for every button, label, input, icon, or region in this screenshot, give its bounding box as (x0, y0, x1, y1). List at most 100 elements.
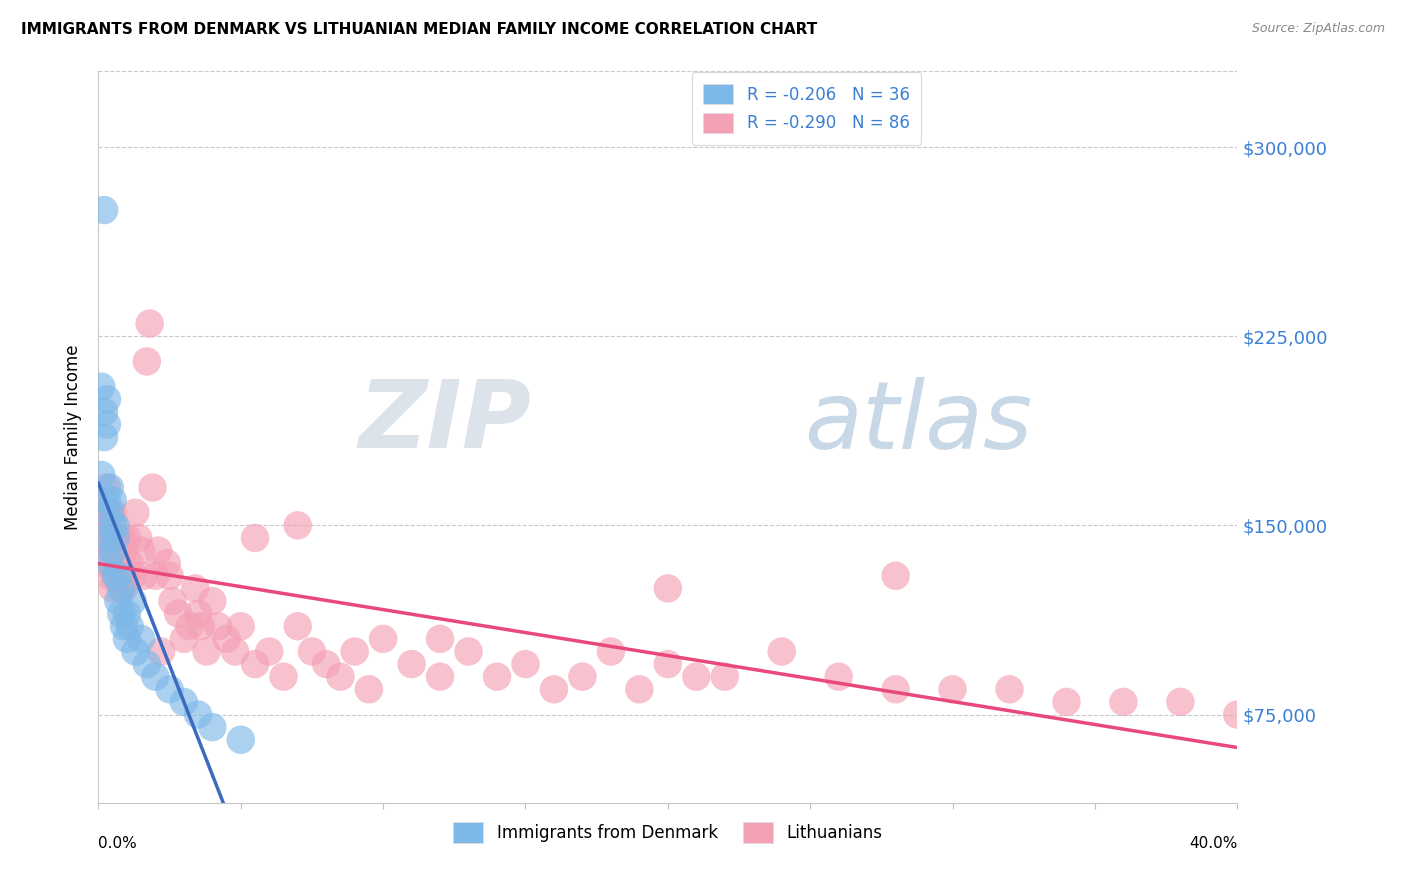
Point (104, 569, 127, 583)
Point (132, 569, 155, 583)
Point (107, 569, 129, 583)
Point (135, 354, 157, 368)
Point (110, 607, 132, 621)
Point (98, 506, 121, 520)
Point (243, 531, 266, 545)
Text: IMMIGRANTS FROM DENMARK VS LITHUANIAN MEDIAN FAMILY INCOME CORRELATION CHART: IMMIGRANTS FROM DENMARK VS LITHUANIAN ME… (21, 22, 817, 37)
Point (429, 670, 451, 684)
Point (96, 506, 118, 520)
Point (215, 632, 238, 646)
Point (101, 582, 124, 596)
Point (115, 569, 138, 583)
Point (118, 556, 141, 570)
Point (628, 682, 651, 697)
Point (121, 569, 143, 583)
Point (184, 582, 207, 596)
Point (942, 682, 965, 697)
Point (96, 531, 118, 545)
Point (828, 670, 851, 684)
Point (121, 594, 143, 608)
Point (884, 682, 907, 697)
Point (107, 531, 129, 545)
Point (287, 619, 309, 633)
Point (141, 481, 163, 495)
Point (657, 657, 679, 671)
Point (884, 569, 907, 583)
Point (159, 682, 181, 697)
Point (101, 543, 124, 558)
Point (110, 582, 132, 596)
Point (90, 506, 112, 520)
Point (93, 556, 115, 570)
Point (229, 732, 252, 747)
Point (129, 543, 152, 558)
Point (124, 644, 146, 658)
Point (273, 670, 295, 684)
Point (98, 481, 121, 495)
Point (98, 569, 121, 583)
Point (145, 670, 167, 684)
Point (1226, 707, 1249, 722)
Point (118, 619, 141, 633)
Point (96, 481, 118, 495)
Point (357, 682, 380, 697)
Point (714, 670, 737, 684)
Point (229, 619, 252, 633)
Point (96, 417, 118, 432)
Point (1112, 695, 1135, 709)
Point (600, 644, 623, 658)
Point (429, 632, 451, 646)
Point (112, 619, 135, 633)
Point (90, 467, 112, 482)
Point (159, 569, 181, 583)
Point (329, 670, 352, 684)
Point (486, 670, 509, 684)
Point (112, 582, 135, 596)
Point (301, 644, 323, 658)
Point (259, 644, 281, 658)
Point (657, 582, 679, 596)
Point (98, 556, 121, 570)
Point (138, 317, 160, 331)
Point (543, 682, 565, 697)
Text: 40.0%: 40.0% (1189, 836, 1237, 851)
Point (115, 607, 138, 621)
Point (401, 657, 423, 671)
Text: ZIP: ZIP (359, 376, 531, 468)
Point (315, 657, 337, 671)
Point (145, 569, 167, 583)
Point (104, 531, 127, 545)
Point (90, 531, 112, 545)
Point (1170, 695, 1192, 709)
Point (173, 632, 195, 646)
Point (770, 644, 793, 658)
Point (101, 506, 124, 520)
Point (243, 657, 266, 671)
Point (93, 430, 115, 444)
Point (101, 493, 124, 508)
Point (201, 594, 224, 608)
Point (156, 556, 179, 570)
Point (287, 518, 309, 533)
Point (93, 203, 115, 218)
Point (93, 405, 115, 419)
Text: Source: ZipAtlas.com: Source: ZipAtlas.com (1251, 22, 1385, 36)
Point (115, 632, 138, 646)
Point (173, 695, 195, 709)
Point (343, 644, 366, 658)
Point (124, 506, 146, 520)
Point (107, 569, 129, 583)
Point (110, 531, 132, 545)
Point (190, 619, 212, 633)
Point (129, 632, 152, 646)
Point (96, 531, 118, 545)
Point (162, 594, 184, 608)
Point (115, 531, 138, 545)
Point (104, 569, 127, 583)
Point (90, 379, 112, 393)
Point (96, 392, 118, 407)
Point (110, 582, 132, 596)
Point (96, 493, 118, 508)
Point (127, 531, 149, 545)
Point (201, 720, 224, 734)
